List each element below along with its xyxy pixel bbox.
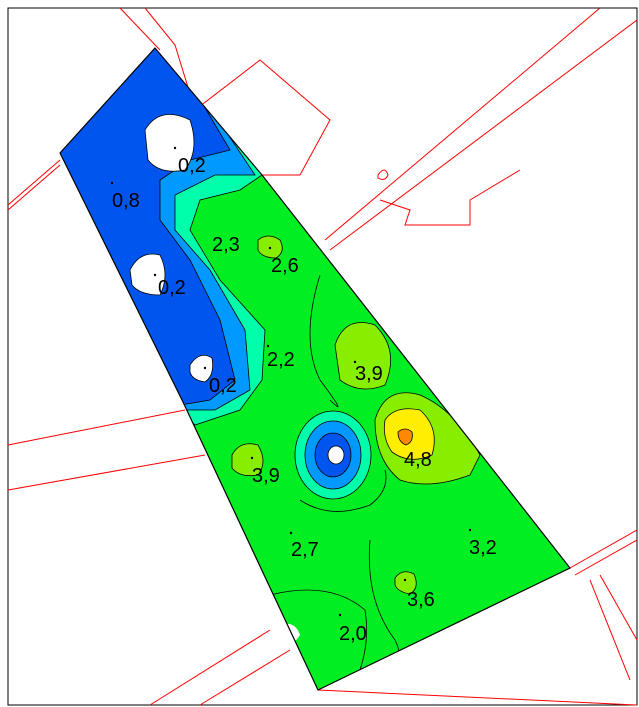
contour-line [269, 589, 368, 671]
field-outline [59, 47, 571, 691]
contour-line [309, 274, 339, 407]
sample-point [289, 531, 293, 535]
value-label: 4,8 [404, 449, 432, 471]
parcel-line [569, 529, 638, 576]
value-label: 0,2 [209, 375, 237, 397]
value-label: 2,3 [212, 234, 240, 256]
parcel-lines [7, 7, 638, 706]
zone-hole [189, 354, 214, 383]
parcel-line [317, 689, 638, 706]
value-label: 2,2 [267, 349, 295, 371]
sample-point [403, 578, 407, 582]
value-label: 0,2 [178, 155, 206, 177]
sample-point [110, 181, 114, 185]
parcel-line [379, 169, 521, 226]
value-label: 2,7 [291, 539, 319, 561]
value-label: 3,9 [252, 465, 280, 487]
parcel-line [589, 574, 638, 681]
zone-hole [129, 253, 166, 296]
sample-point [173, 146, 177, 150]
zone-peak [397, 428, 413, 446]
value-label: 2,0 [339, 623, 367, 645]
parcel-line [324, 7, 638, 251]
sample-point [203, 366, 207, 370]
zone-pit-4 [327, 445, 345, 465]
parcel-line [377, 169, 389, 180]
zone-mid-high [231, 443, 264, 477]
zone-hole [144, 113, 195, 172]
value-label: 0,8 [112, 190, 140, 212]
value-label: 3,2 [469, 537, 497, 559]
sample-point [153, 273, 157, 277]
sample-point [266, 344, 270, 348]
value-label: 3,6 [407, 589, 435, 611]
value-label: 0,2 [158, 277, 186, 299]
sample-point [268, 246, 272, 250]
value-label: 3,9 [355, 363, 383, 385]
parcel-line [149, 629, 291, 706]
contour-line [299, 469, 387, 512]
value-labels: 0,2 0,8 2,3 2,6 0,2 2,2 3,9 0,2 4,8 3,9 … [112, 155, 497, 645]
zone-mid-high [334, 322, 391, 390]
sample-point [250, 456, 254, 460]
parcel-line [7, 409, 206, 491]
parcel-line [7, 159, 61, 211]
parcel-line [119, 7, 331, 176]
sample-points [110, 146, 472, 617]
value-label: 2,6 [271, 255, 299, 277]
zone-mid-high [394, 571, 417, 595]
sample-point [338, 613, 342, 617]
sample-point [468, 528, 472, 532]
sample-point [353, 360, 357, 364]
